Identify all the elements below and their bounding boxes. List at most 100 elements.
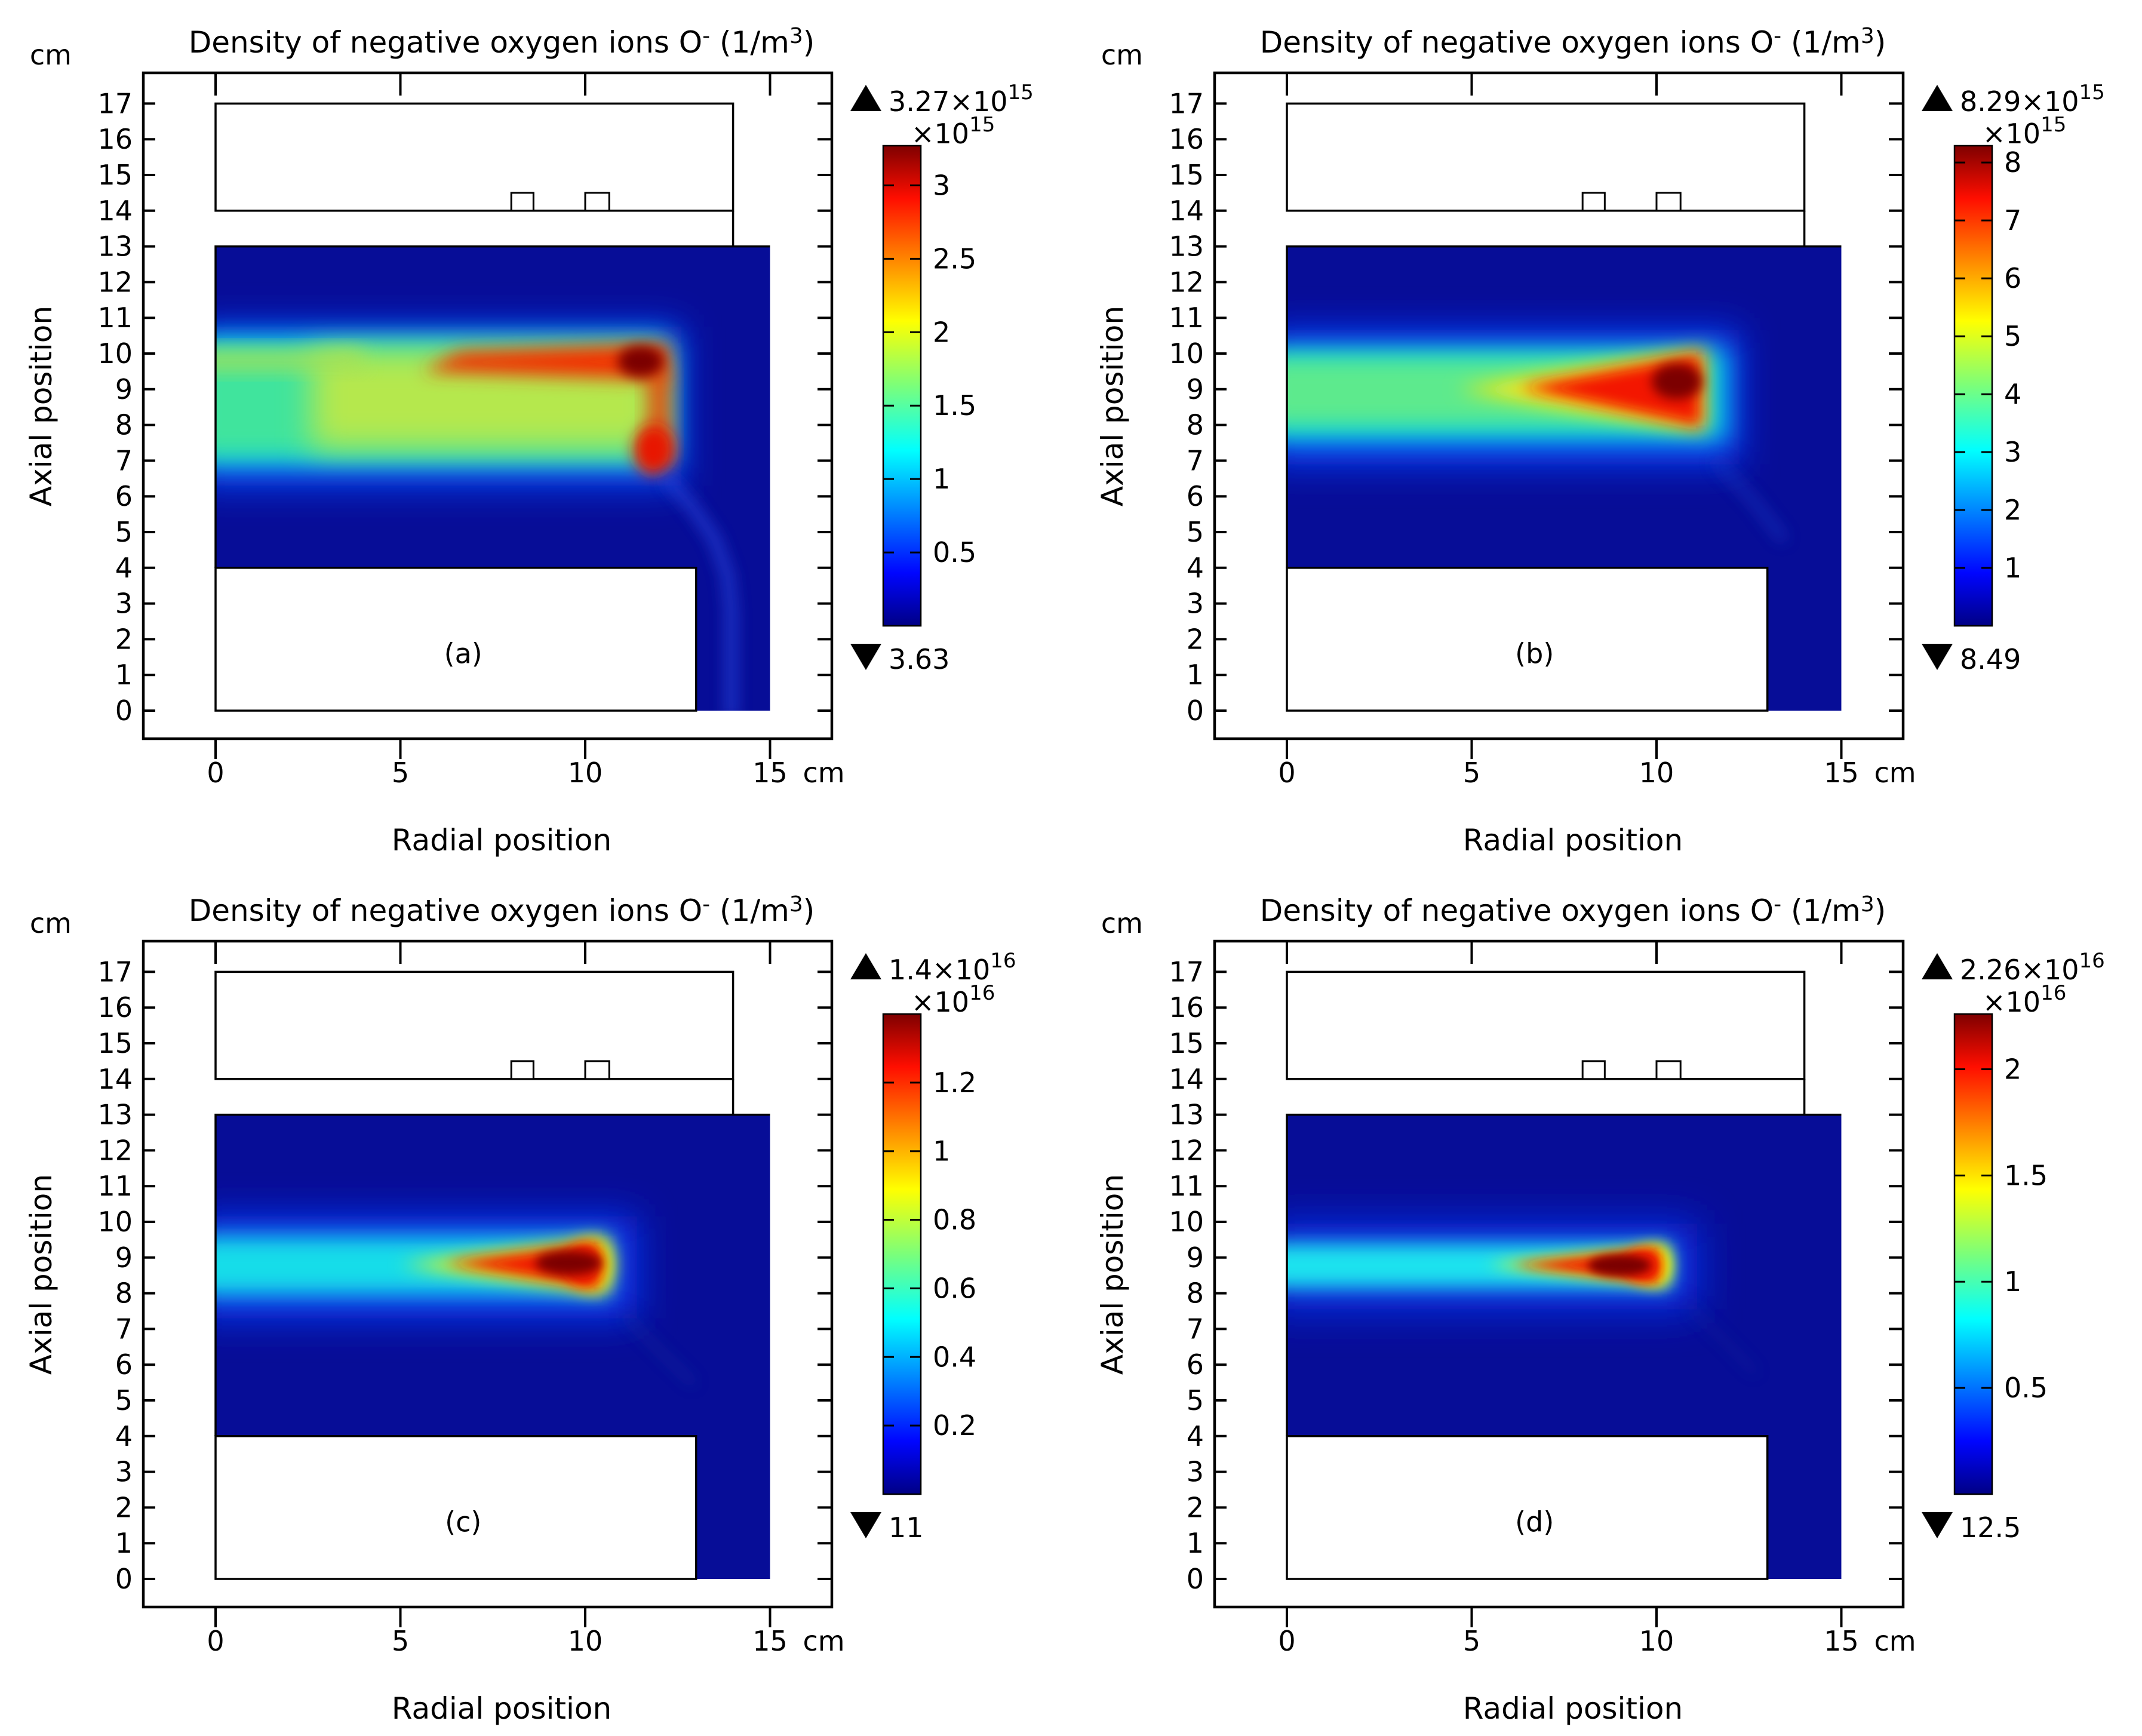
electrode-block-1	[1581, 1059, 1606, 1080]
y-tick-label: 13	[97, 231, 133, 263]
y-tick-label: 2	[1186, 1491, 1203, 1523]
y-tick-label: 11	[97, 302, 133, 334]
colorbar-tick-label: 0.8	[933, 1203, 976, 1236]
colorbar-tick-label: 3	[2004, 436, 2021, 468]
x-unit-label: cm	[1874, 1625, 1916, 1657]
y-tick-label: 15	[1169, 1027, 1204, 1059]
electrode-block-1	[510, 192, 534, 212]
colorbar-tick-label: 1	[933, 463, 950, 495]
colorbar-tick-label: 1.5	[933, 389, 976, 422]
plasma-region-outline	[214, 245, 770, 568]
y-tick-label: 16	[97, 991, 133, 1024]
y-tick-label: 17	[1169, 955, 1204, 988]
panel-letter: (b)	[1515, 637, 1554, 669]
y-tick-label: 2	[115, 623, 133, 655]
chamber-box	[214, 970, 735, 1080]
plume-layer	[422, 343, 671, 380]
x-tick-label: 5	[1462, 1625, 1480, 1657]
y-tick-label: 14	[1169, 195, 1204, 227]
y-tick-label: 11	[1169, 302, 1204, 334]
colorbar-max-label: 3.27×1015	[889, 81, 1034, 118]
triangle-down-icon	[850, 1511, 881, 1538]
plume-layer	[1519, 354, 1701, 427]
colorbar-tick-label: 4	[2004, 378, 2021, 410]
y-tick-label: 7	[115, 444, 133, 477]
colorbar-tick-label: 6	[2004, 262, 2021, 294]
y-tick-label: 5	[1186, 1384, 1203, 1417]
y-tick-label: 17	[97, 955, 133, 988]
x-tick-label: 0	[1278, 757, 1295, 789]
colorbar-tick-label: 2.5	[933, 242, 976, 275]
y-tick-label: 11	[1169, 1170, 1204, 1202]
effluent-streak	[1713, 457, 1787, 542]
colorbar-tick-label: 2	[2004, 1053, 2021, 1085]
x-unit-label: cm	[803, 757, 845, 789]
x-tick-label: 10	[1639, 1625, 1674, 1657]
y-tick-label: 10	[1169, 337, 1204, 370]
colorbar-scale-label: ×1016	[1983, 981, 2066, 1018]
chamber-box	[214, 102, 735, 212]
y-tick-label: 17	[97, 87, 133, 119]
colorbar-max-label: 8.29×1015	[1960, 81, 2105, 118]
panel-letter: (a)	[444, 637, 483, 669]
y-tick-label: 3	[1186, 588, 1203, 620]
panel-a-figure: (a) 0 5 10 15 cm 0 1 2 3 4 5 6 7 8 9 10 11 12 13 14 15 16 17 cm A…	[0, 0, 1071, 868]
x-axis-title: Radial position	[1462, 823, 1682, 858]
y-tick-label: 4	[1186, 552, 1203, 584]
y-tick-label: 9	[1186, 1241, 1203, 1273]
colorbar-scale-label: ×1016	[911, 981, 995, 1018]
x-tick-label: 10	[568, 757, 603, 789]
y-tick-label: 8	[115, 1277, 133, 1309]
y-tick-label: 5	[115, 1384, 133, 1417]
x-tick-label: 0	[207, 1625, 224, 1657]
panel-d-figure: (d) 0 5 10 15 cm 0 1 2 3 4 5 6 7 8 9 10 11 12 13 14 15 16 17 cm A…	[1071, 868, 2142, 1736]
heatmap	[216, 246, 770, 711]
x-tick-label: 15	[752, 757, 788, 789]
x-tick-label: 0	[1278, 1625, 1295, 1657]
y-axis-title: Axial position	[24, 1173, 59, 1374]
y-tick-label: 13	[1169, 231, 1204, 263]
colorbar	[1953, 145, 1993, 627]
effluent-streak	[663, 475, 737, 711]
substrate-block	[214, 1434, 697, 1580]
plume-layer	[617, 345, 664, 377]
colorbar-tick-label: 2	[2004, 494, 2021, 526]
y-tick-label: 6	[1186, 1348, 1203, 1381]
x-unit-label: cm	[1874, 757, 1916, 789]
y-tick-label: 9	[1186, 373, 1203, 405]
colorbar-tick-label: 0.5	[2004, 1372, 2048, 1404]
panel-title: Density of negative oxygen ions O- (1/m3…	[1259, 24, 1886, 60]
x-tick-label: 15	[1824, 757, 1859, 789]
y-tick-label: 8	[1186, 409, 1203, 441]
y-tick-label: 12	[1169, 1134, 1204, 1166]
triangle-down-icon	[1921, 1511, 1953, 1538]
panel-c-figure: (c) 0 5 10 15 cm 0 1 2 3 4 5 6 7 8 9 10 11 12 13 14 15 16 17 cm A…	[0, 868, 1071, 1736]
axes-frame	[142, 939, 834, 1608]
colorbar-tick-label: 0.2	[933, 1409, 976, 1442]
x-axis-title: Radial position	[392, 1691, 611, 1726]
y-tick-label: 1	[1186, 659, 1203, 691]
x-tick-label: 5	[1462, 757, 1480, 789]
colorbar-tick-label: 7	[2004, 204, 2021, 236]
substrate-block	[1285, 567, 1768, 712]
colorbar-max-label: 1.4×1016	[889, 949, 1016, 986]
panel-b-figure: (b) 0 5 10 15 cm 0 1 2 3 4 5 6 7 8 9 10 11 12 13 14 15 16 17 cm A…	[1071, 0, 2142, 868]
y-tick-label: 1	[1186, 1527, 1203, 1559]
y-tick-label: 6	[115, 1348, 133, 1381]
colorbar-tick-label: 5	[2004, 320, 2021, 352]
substrate-block	[1285, 1434, 1768, 1580]
y-tick-label: 13	[1169, 1098, 1204, 1130]
colorbar-tick-label: 8	[2004, 146, 2021, 179]
y-tick-label: 15	[97, 1027, 133, 1059]
chamber-box	[1285, 102, 1805, 212]
y-tick-label: 10	[97, 337, 133, 370]
y-tick-label: 9	[115, 1241, 133, 1273]
colorbar-min-label: 12.5	[1960, 1511, 2021, 1544]
electrode-block-2	[584, 192, 610, 212]
colorbar-min-label: 3.63	[889, 643, 949, 675]
y-tick-label: 0	[1186, 1563, 1203, 1595]
x-tick-label: 5	[392, 757, 409, 789]
colorbar-tick-label: 3	[933, 169, 950, 201]
y-tick-label: 6	[1186, 480, 1203, 512]
plume-layer	[535, 1250, 602, 1275]
